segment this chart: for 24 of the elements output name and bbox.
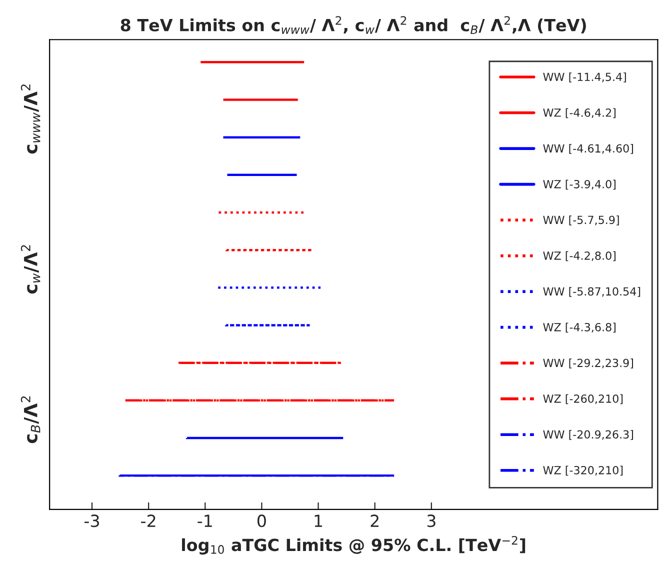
x-tick-label: 0 xyxy=(258,514,266,528)
x-tick-label: 3 xyxy=(427,514,436,528)
legend-label: WZ [-320,210] xyxy=(543,466,623,476)
text: c$_{www}$/Λ$^{2}$ xyxy=(20,84,40,154)
legend-label: WW [-29.2,23.9] xyxy=(543,358,634,368)
x-tick-label: -1 xyxy=(198,514,212,527)
legend-label: WZ [-4.6,4.2] xyxy=(543,108,616,118)
legend-label: WZ [-4.3,6.8] xyxy=(543,322,616,333)
x-axis-title: log$_{10}$ aTGC Limits @ 95% C.L. [TeV$^{−2}$] xyxy=(182,536,526,555)
x-tick-label: -2 xyxy=(141,514,156,527)
legend-label: WZ [-4.2,8.0] xyxy=(543,251,616,262)
text: c$_{w}$/Λ$^{2}$ xyxy=(20,245,40,294)
legend-label: WW [-20.9,26.3] xyxy=(543,430,634,440)
legend-label: WW [-4.61,4.60] xyxy=(543,144,634,154)
legend-label: WZ [-260,210] xyxy=(543,394,623,404)
x-tick-label: -3 xyxy=(84,514,99,528)
legend-label: WW [-11.4,5.4] xyxy=(543,72,626,82)
chart-title: 8 TeV Limits on c$_{www}$/ Λ$^{2}$, c$_{w}$/ Λ$^{2}$ and c$_{B}$/ Λ$^{2}$,Λ (TeV) xyxy=(120,16,586,34)
x-tick-label: 1 xyxy=(314,514,322,527)
legend-label: WW [-5.87,10.54] xyxy=(543,287,640,297)
x-tick-label: 2 xyxy=(370,514,378,527)
text: c$_{B}$/Λ$^{2}$ xyxy=(20,396,40,444)
legend-label: WW [-5.7,5.9] xyxy=(543,216,619,226)
legend-label: WZ [-3.9,4.0] xyxy=(543,180,616,190)
